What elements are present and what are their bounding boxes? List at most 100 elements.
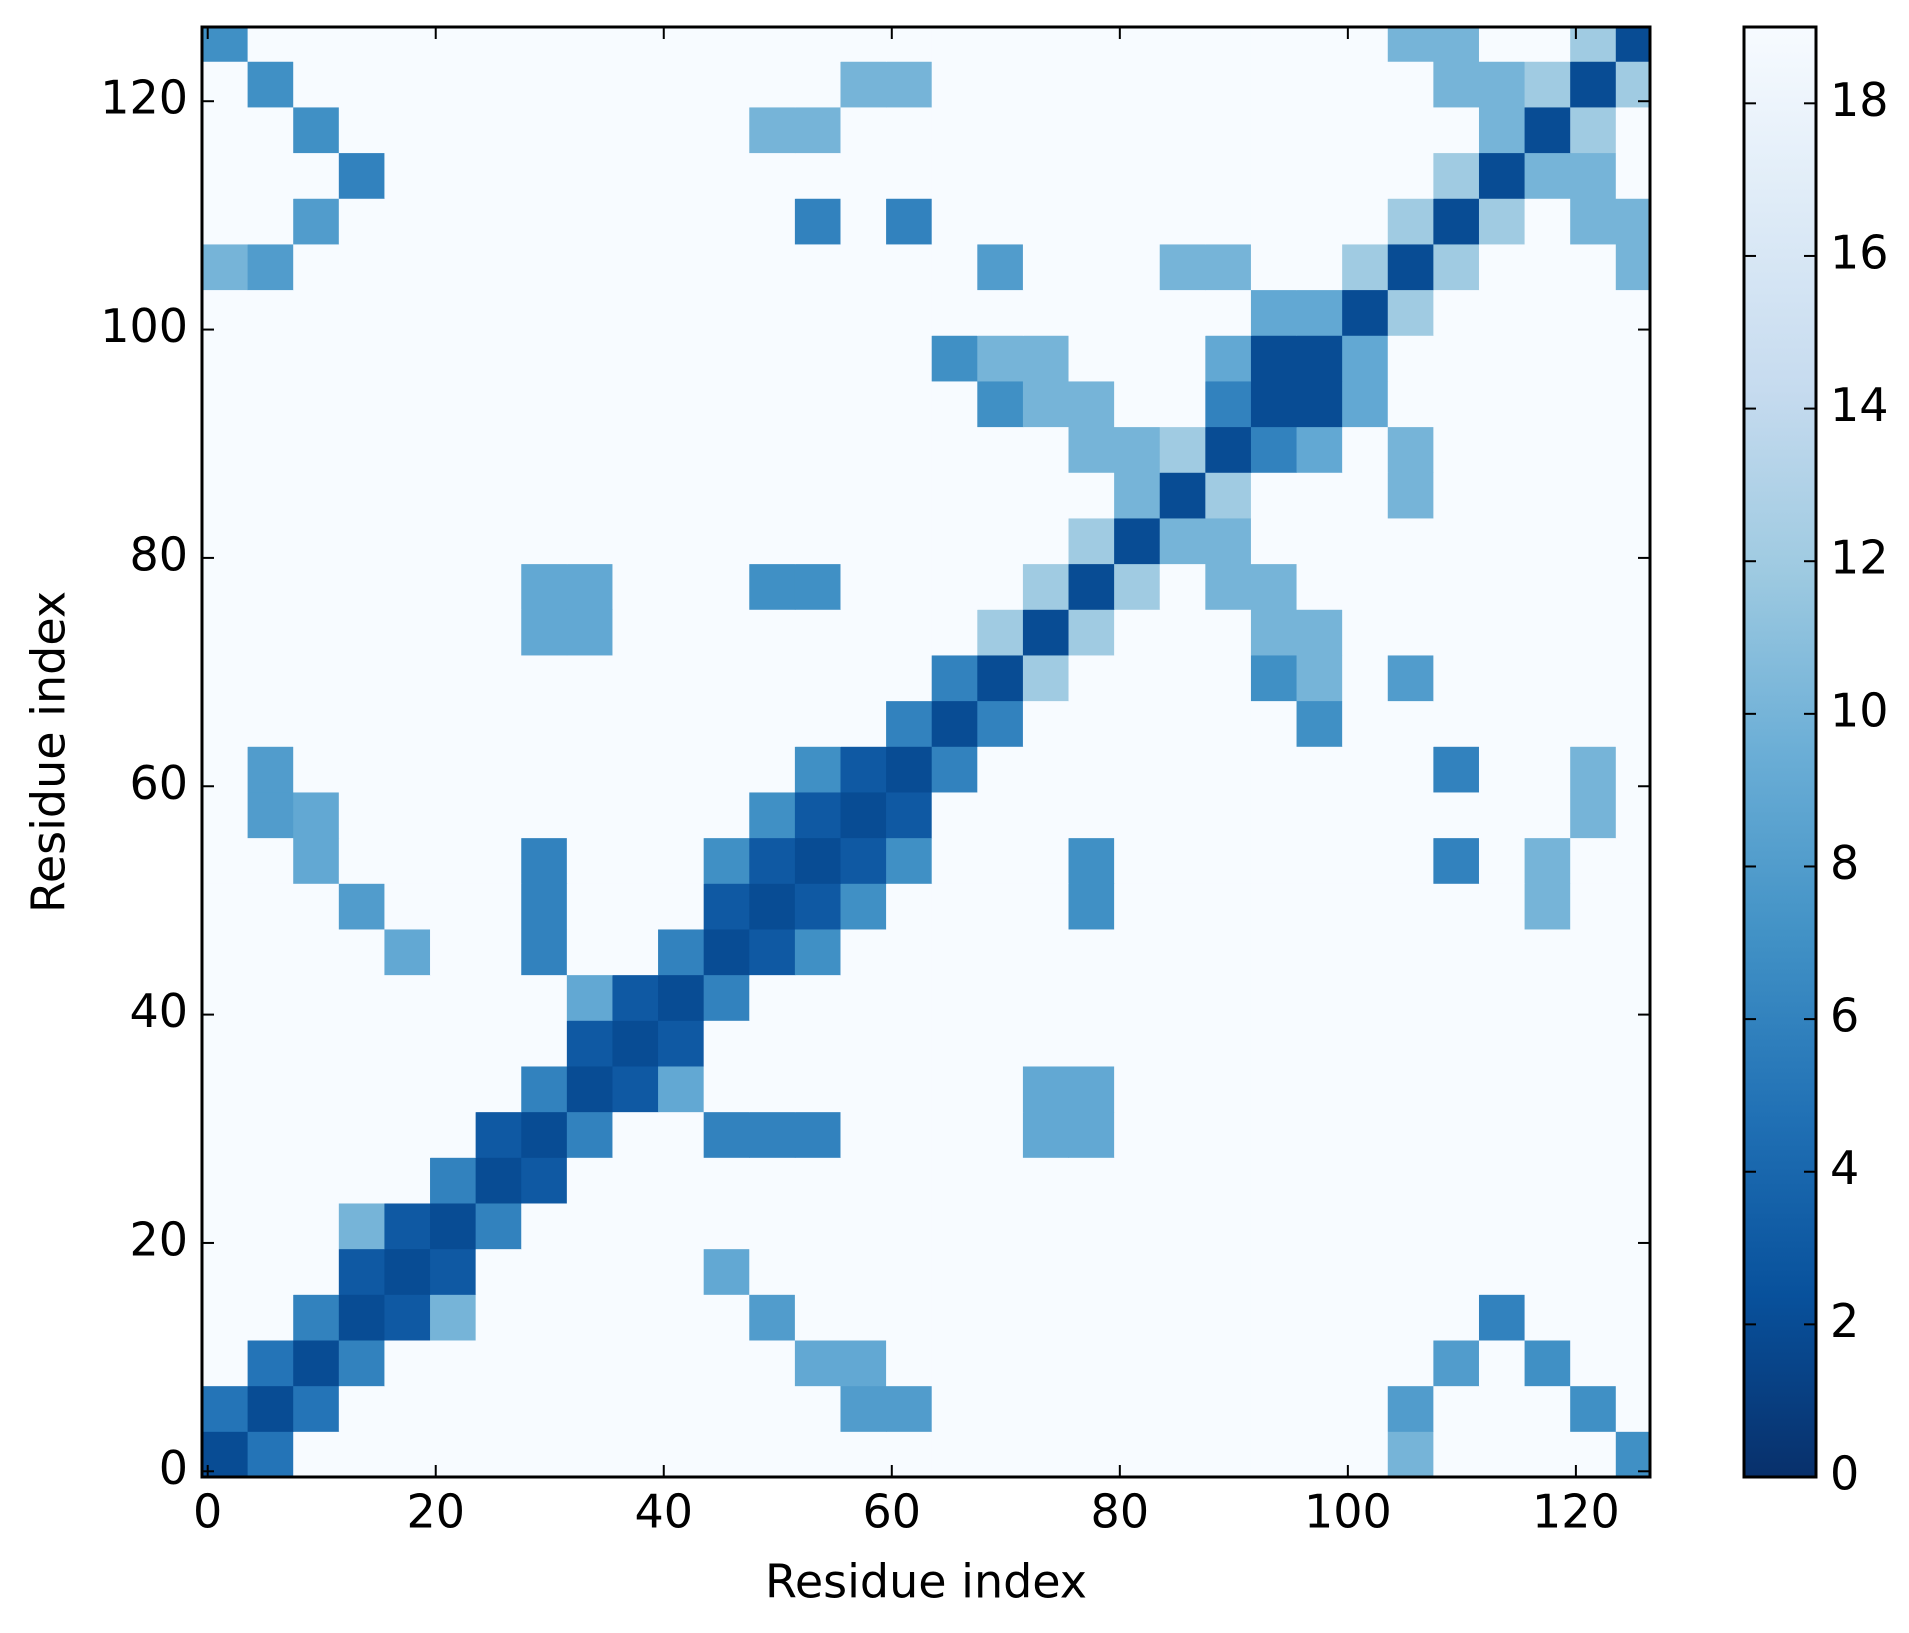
heatmap-cell [475, 1020, 522, 1067]
heatmap-cell [521, 609, 568, 656]
heatmap-cell [566, 152, 613, 199]
heatmap-cell [931, 1020, 978, 1067]
heatmap-cell [840, 289, 887, 336]
heatmap-cell [1250, 1431, 1298, 1477]
heatmap-cell [1114, 1111, 1161, 1158]
heatmap-cell [1524, 1111, 1571, 1158]
heatmap-cell [1205, 1065, 1252, 1113]
heatmap-cell [1478, 746, 1526, 793]
heatmap-cell [521, 1111, 568, 1158]
heatmap-cell [202, 700, 249, 747]
heatmap-cell [1296, 974, 1343, 1021]
heatmap-cell [384, 27, 431, 62]
heatmap-cell [886, 517, 933, 565]
heatmap-cell [886, 1202, 933, 1250]
heatmap-cell [1524, 1248, 1571, 1295]
heatmap-cell [384, 1202, 431, 1250]
heatmap-cell [1615, 472, 1650, 519]
heatmap-cell [1570, 106, 1617, 154]
heatmap-cell [293, 1385, 340, 1432]
heatmap-cell [658, 974, 705, 1021]
heatmap-cell [1524, 837, 1571, 884]
heatmap-cell [1296, 1294, 1343, 1341]
heatmap-cell [566, 335, 613, 382]
heatmap-cell [566, 563, 613, 610]
heatmap-cell [1205, 152, 1252, 199]
heatmap-cell [1433, 1248, 1480, 1295]
heatmap-cell [1205, 289, 1252, 336]
heatmap-cell [247, 791, 294, 839]
heatmap-cell [840, 974, 887, 1021]
heatmap-cell [1387, 837, 1434, 884]
heatmap-cell [931, 517, 978, 565]
heatmap-cell [1159, 1202, 1206, 1250]
heatmap-cell [703, 746, 750, 793]
heatmap-cell [293, 335, 340, 382]
heatmap-cell [1159, 517, 1206, 565]
heatmap-cell [566, 106, 613, 154]
heatmap-cell [1387, 563, 1434, 610]
heatmap-cell [840, 1020, 887, 1067]
heatmap-cell [612, 883, 659, 930]
heatmap-cell [977, 1157, 1024, 1204]
heatmap-cell [1068, 609, 1115, 656]
heatmap-cell [1570, 61, 1617, 108]
heatmap-cell [612, 426, 659, 473]
heatmap-cell [566, 472, 613, 519]
heatmap-cell [202, 791, 249, 839]
heatmap-cell [1068, 837, 1115, 884]
heatmap-cell [1615, 837, 1650, 884]
heatmap-cell [658, 609, 705, 656]
heatmap-cell [749, 700, 796, 747]
heatmap-cell [475, 426, 522, 473]
heatmap-cell [703, 335, 750, 382]
heatmap-cell [1570, 700, 1617, 747]
heatmap-cell [1159, 27, 1206, 62]
heatmap-cell [521, 928, 568, 976]
heatmap-cell [1478, 609, 1526, 656]
heatmap-cell [1159, 426, 1206, 473]
heatmap-cell [1296, 289, 1343, 336]
heatmap-cell [1205, 791, 1252, 839]
heatmap-cell [247, 517, 294, 565]
heatmap-cell [338, 426, 385, 473]
heatmap-cell [521, 517, 568, 565]
heatmap-cell [475, 1111, 522, 1158]
heatmap-cell [840, 472, 887, 519]
heatmap-cell [475, 1157, 522, 1204]
heatmap-cell [384, 1248, 431, 1295]
heatmap-cell [1250, 1020, 1298, 1067]
heatmap-cell [1342, 517, 1389, 565]
heatmap-cell [703, 380, 750, 428]
heatmap-cell [1250, 517, 1298, 565]
heatmap-cell [703, 1020, 750, 1067]
heatmap-cell [1296, 27, 1343, 62]
heatmap-cell [1387, 335, 1434, 382]
heatmap-cell [1114, 700, 1161, 747]
heatmap-cell [521, 1157, 568, 1204]
heatmap-cell [886, 883, 933, 930]
heatmap-cell [886, 1339, 933, 1387]
heatmap-cell [521, 746, 568, 793]
heatmap-cell [1615, 1157, 1650, 1204]
heatmap-cell [612, 791, 659, 839]
heatmap-cell [886, 1065, 933, 1113]
heatmap-cell [293, 1157, 340, 1204]
heatmap-cell [247, 563, 294, 610]
heatmap-cell [1524, 289, 1571, 336]
heatmap-cell [521, 883, 568, 930]
heatmap-cell [658, 654, 705, 702]
heatmap-cell [202, 335, 249, 382]
heatmap-cell [886, 974, 933, 1021]
heatmap-cell [1570, 1248, 1617, 1295]
heatmap-cell [247, 1294, 294, 1341]
heatmap-cell [1205, 700, 1252, 747]
heatmap-cell [840, 1339, 887, 1387]
heatmap-cell [886, 335, 933, 382]
heatmap-cell [338, 1339, 385, 1387]
heatmap-cell [521, 837, 568, 884]
heatmap-cell [1296, 928, 1343, 976]
heatmap-cell [430, 1248, 477, 1295]
heatmap-cell [338, 106, 385, 154]
heatmap-cell [1068, 563, 1115, 610]
